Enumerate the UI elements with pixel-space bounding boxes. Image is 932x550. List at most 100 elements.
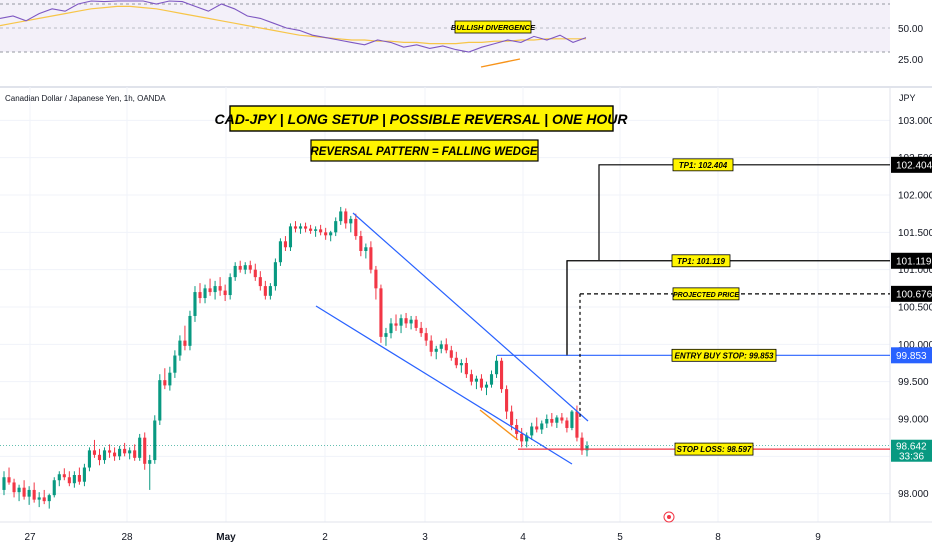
candle-body[interactable]: [228, 277, 232, 296]
candle-body[interactable]: [178, 340, 182, 356]
candle-body[interactable]: [258, 277, 262, 287]
candle-body[interactable]: [329, 232, 333, 236]
candle-body[interactable]: [77, 475, 81, 482]
candle-body[interactable]: [444, 344, 448, 351]
candle-body[interactable]: [107, 450, 112, 453]
candle-body[interactable]: [12, 482, 16, 493]
candle-body[interactable]: [484, 384, 489, 388]
candle-body[interactable]: [439, 344, 443, 349]
candle-body[interactable]: [198, 292, 202, 299]
candle-body[interactable]: [505, 389, 509, 412]
candle-body[interactable]: [530, 426, 534, 436]
candle-body[interactable]: [510, 411, 514, 425]
candle-body[interactable]: [273, 262, 277, 287]
candle-body[interactable]: [339, 211, 343, 222]
candle-body[interactable]: [183, 340, 187, 346]
candle-body[interactable]: [570, 411, 574, 428]
candle-body[interactable]: [148, 460, 152, 464]
candle-body[interactable]: [334, 221, 338, 233]
candle-body[interactable]: [464, 363, 468, 375]
candle-body[interactable]: [354, 218, 358, 237]
candle-body[interactable]: [7, 477, 11, 483]
candle-body[interactable]: [580, 437, 584, 451]
candle-body[interactable]: [404, 318, 408, 324]
candle-body[interactable]: [268, 286, 272, 296]
candle-body[interactable]: [419, 327, 423, 334]
wedge-upper-line[interactable]: [352, 212, 589, 422]
candle-body[interactable]: [424, 333, 428, 341]
candle-body[interactable]: [489, 374, 494, 385]
candle-body[interactable]: [158, 380, 162, 421]
candle-body[interactable]: [364, 247, 368, 251]
candle-body[interactable]: [57, 474, 61, 481]
candle-body[interactable]: [369, 247, 373, 270]
indicator-pane[interactable]: BULLISH DIVERGENCE 50.00 25.00: [0, 0, 923, 68]
candle-body[interactable]: [263, 286, 267, 296]
candle-body[interactable]: [17, 487, 21, 493]
candle-body[interactable]: [173, 355, 177, 373]
candle-body[interactable]: [379, 288, 383, 337]
candle-body[interactable]: [47, 495, 51, 502]
wedge-lower-line[interactable]: [315, 305, 573, 465]
candle-body[interactable]: [253, 269, 257, 278]
entry-label[interactable]: ENTRY BUY STOP: 99.853: [671, 348, 777, 362]
candle-body[interactable]: [494, 360, 499, 375]
title-banner[interactable]: CAD-JPY | LONG SETUP | POSSIBLE REVERSAL…: [215, 105, 629, 132]
event-marker[interactable]: [663, 511, 675, 523]
candle-body[interactable]: [113, 452, 117, 457]
candle-body[interactable]: [32, 489, 36, 500]
candle-body[interactable]: [138, 437, 142, 458]
candle-body[interactable]: [324, 232, 328, 236]
tp2-label[interactable]: TP1: 102.404: [672, 158, 734, 172]
candle-body[interactable]: [143, 437, 147, 464]
candle-body[interactable]: [72, 475, 76, 484]
candle-body[interactable]: [309, 228, 313, 231]
candle-body[interactable]: [92, 450, 97, 455]
candle-body[interactable]: [319, 229, 323, 233]
candle-body[interactable]: [22, 487, 26, 497]
candle-body[interactable]: [27, 489, 31, 497]
candle-body[interactable]: [193, 292, 197, 316]
candle-body[interactable]: [163, 380, 167, 386]
price-pane[interactable]: Canadian Dollar / Japanese Yen, 1h, OAND…: [0, 87, 932, 543]
candle-body[interactable]: [188, 315, 192, 346]
candle-body[interactable]: [238, 265, 242, 270]
candle-body[interactable]: [203, 288, 207, 299]
candle-body[interactable]: [540, 423, 544, 430]
candle-body[interactable]: [429, 340, 433, 352]
candle-body[interactable]: [303, 226, 308, 229]
candle-body[interactable]: [62, 474, 66, 478]
candle-body[interactable]: [565, 420, 569, 428]
candle-body[interactable]: [153, 420, 157, 461]
candle-body[interactable]: [374, 269, 378, 289]
candle-body[interactable]: [550, 419, 554, 423]
candle-body[interactable]: [500, 360, 504, 390]
candle-body[interactable]: [545, 419, 549, 424]
candle-body[interactable]: [223, 290, 227, 296]
candle-body[interactable]: [535, 426, 539, 430]
candle-body[interactable]: [52, 480, 56, 496]
candle-body[interactable]: [208, 288, 212, 293]
candle-body[interactable]: [389, 323, 393, 334]
candle-body[interactable]: [349, 218, 353, 224]
candle-body[interactable]: [359, 236, 363, 251]
candle-body[interactable]: [97, 454, 102, 461]
candle-body[interactable]: [409, 319, 413, 324]
candle-body[interactable]: [133, 450, 137, 458]
candle-body[interactable]: [469, 374, 473, 382]
candle-body[interactable]: [123, 448, 127, 454]
candle-body[interactable]: [293, 226, 298, 229]
candle-body[interactable]: [288, 226, 293, 248]
candle-body[interactable]: [118, 448, 122, 457]
candle-body[interactable]: [168, 372, 172, 386]
candle-body[interactable]: [560, 417, 564, 421]
candle-body[interactable]: [42, 497, 46, 502]
candle-body[interactable]: [525, 435, 529, 442]
candle-body[interactable]: [82, 467, 86, 482]
candle-body[interactable]: [459, 363, 463, 366]
candle-body[interactable]: [2, 477, 6, 490]
candle-body[interactable]: [243, 265, 247, 270]
stop-loss-label[interactable]: STOP LOSS: 98.597: [674, 442, 754, 456]
candle-body[interactable]: [344, 211, 348, 224]
candle-body[interactable]: [298, 226, 303, 229]
